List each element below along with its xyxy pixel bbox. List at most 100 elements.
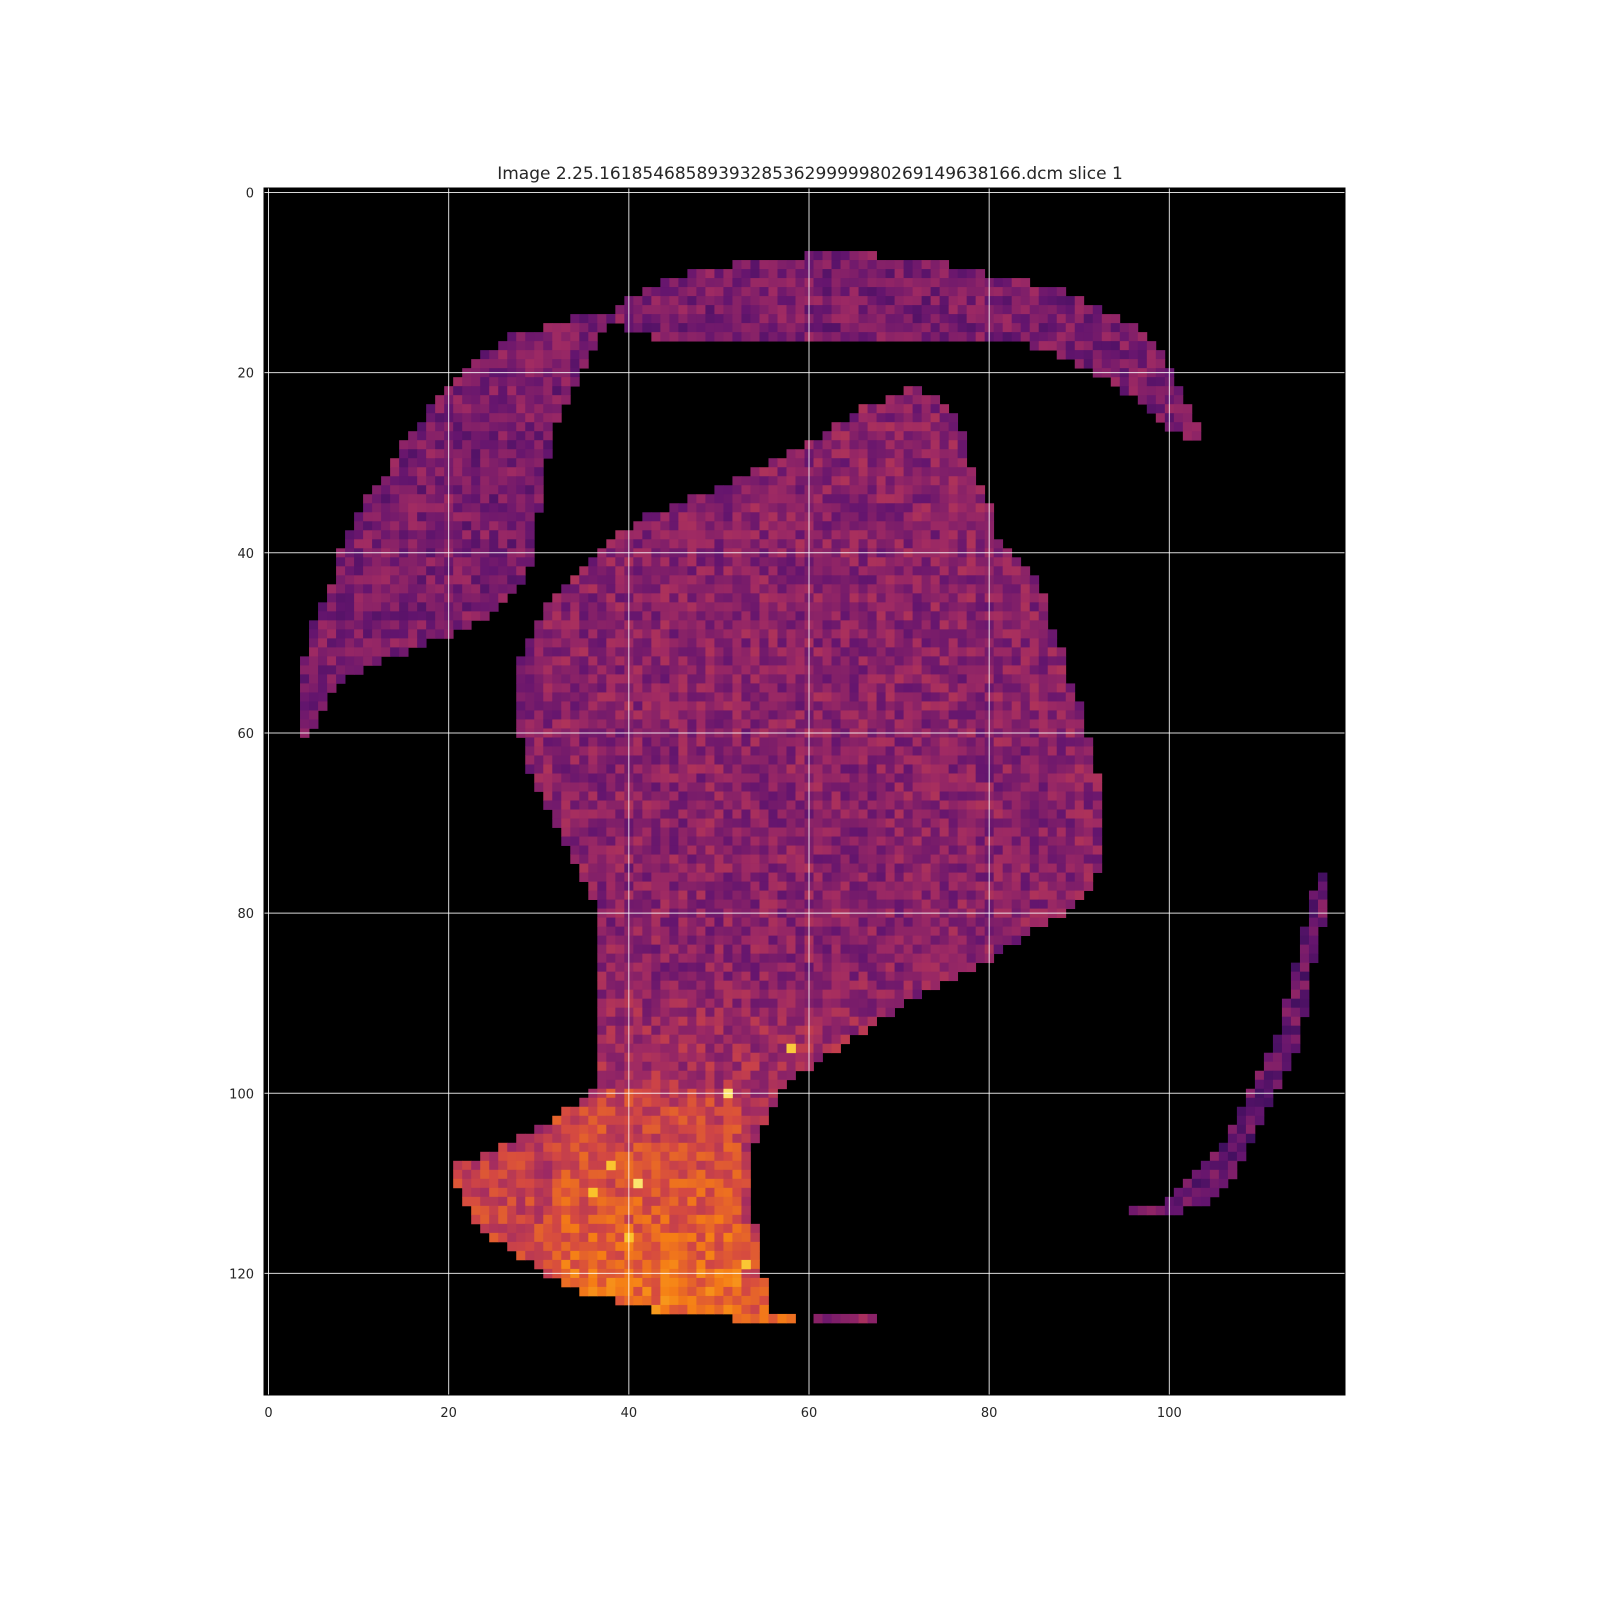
image-pixel xyxy=(921,791,932,801)
image-pixel xyxy=(741,260,751,270)
image-pixel xyxy=(570,773,580,783)
image-pixel xyxy=(786,863,796,873)
image-pixel xyxy=(948,692,959,702)
image-pixel xyxy=(417,611,427,621)
image-pixel xyxy=(876,1007,886,1018)
image-pixel xyxy=(966,791,977,801)
image-pixel xyxy=(660,314,670,324)
image-pixel xyxy=(399,476,409,486)
image-pixel xyxy=(777,530,787,540)
image-pixel xyxy=(516,512,526,522)
image-pixel xyxy=(678,998,688,1009)
image-pixel xyxy=(642,710,652,720)
image-pixel xyxy=(777,467,787,477)
image-pixel xyxy=(363,557,373,567)
image-pixel xyxy=(885,530,895,540)
image-pixel xyxy=(912,629,923,639)
image-pixel xyxy=(561,647,571,657)
image-pixel xyxy=(759,629,769,639)
image-pixel xyxy=(957,557,968,567)
image-pixel xyxy=(858,494,868,504)
image-pixel xyxy=(651,701,661,711)
image-pixel xyxy=(813,278,823,288)
image-pixel xyxy=(858,998,868,1009)
image-pixel xyxy=(993,287,1004,297)
image-pixel xyxy=(768,881,778,891)
image-pixel xyxy=(759,773,769,783)
image-pixel xyxy=(858,800,868,810)
image-pixel xyxy=(363,656,373,666)
image-pixel xyxy=(534,701,544,711)
image-pixel xyxy=(678,953,688,964)
image-pixel xyxy=(885,422,895,432)
image-pixel xyxy=(966,476,977,486)
image-pixel xyxy=(912,521,923,531)
image-pixel xyxy=(417,422,427,432)
image-pixel xyxy=(696,557,706,567)
image-pixel xyxy=(498,1187,508,1198)
image-pixel xyxy=(1056,683,1067,693)
image-pixel xyxy=(687,917,697,928)
image-pixel xyxy=(1083,305,1094,315)
image-pixel xyxy=(957,836,968,846)
image-pixel xyxy=(750,269,760,279)
image-pixel xyxy=(1092,863,1103,873)
image-pixel xyxy=(570,1160,580,1171)
image-pixel xyxy=(750,296,760,306)
image-pixel xyxy=(1083,782,1094,792)
image-pixel xyxy=(696,1142,706,1153)
image-pixel xyxy=(786,305,796,315)
image-pixel xyxy=(687,323,697,333)
image-pixel xyxy=(1083,341,1094,351)
image-pixel xyxy=(570,755,580,765)
image-pixel xyxy=(1011,593,1022,603)
image-pixel xyxy=(1074,710,1085,720)
image-pixel xyxy=(408,440,418,450)
image-pixel xyxy=(912,890,923,900)
image-pixel xyxy=(849,944,859,955)
image-pixel xyxy=(768,1043,778,1054)
image-pixel xyxy=(975,647,986,657)
image-pixel xyxy=(570,593,580,603)
image-pixel xyxy=(1020,845,1031,855)
image-pixel xyxy=(768,980,778,991)
image-pixel xyxy=(597,827,607,837)
image-pixel xyxy=(1065,350,1076,360)
image-pixel xyxy=(894,800,904,810)
image-pixel xyxy=(462,440,472,450)
image-pixel xyxy=(903,467,913,477)
image-pixel xyxy=(1056,692,1067,702)
image-pixel xyxy=(345,530,355,540)
image-pixel xyxy=(642,935,652,946)
image-pixel xyxy=(840,458,850,468)
image-pixel xyxy=(768,332,778,342)
image-pixel xyxy=(741,1142,751,1153)
image-pixel xyxy=(930,656,941,666)
image-pixel xyxy=(750,710,760,720)
image-pixel xyxy=(1146,395,1157,405)
image-pixel xyxy=(939,674,950,684)
image-pixel xyxy=(993,539,1004,549)
image-pixel xyxy=(1029,332,1040,342)
image-pixel xyxy=(705,782,715,792)
image-pixel xyxy=(759,611,769,621)
image-pixel xyxy=(885,440,895,450)
image-pixel xyxy=(885,557,895,567)
image-pixel xyxy=(993,557,1004,567)
image-pixel xyxy=(354,602,364,612)
image-pixel xyxy=(903,557,913,567)
image-pixel xyxy=(840,818,850,828)
image-pixel xyxy=(1146,377,1157,387)
image-pixel xyxy=(894,332,904,342)
image-pixel xyxy=(381,575,391,585)
image-pixel xyxy=(732,314,742,324)
image-pixel xyxy=(642,863,652,873)
image-pixel xyxy=(390,485,400,495)
image-pixel xyxy=(930,935,941,946)
image-pixel xyxy=(570,611,580,621)
image-pixel xyxy=(489,521,499,531)
image-pixel xyxy=(768,530,778,540)
image-pixel xyxy=(741,971,751,982)
image-pixel xyxy=(1119,350,1130,360)
image-pixel xyxy=(903,782,913,792)
